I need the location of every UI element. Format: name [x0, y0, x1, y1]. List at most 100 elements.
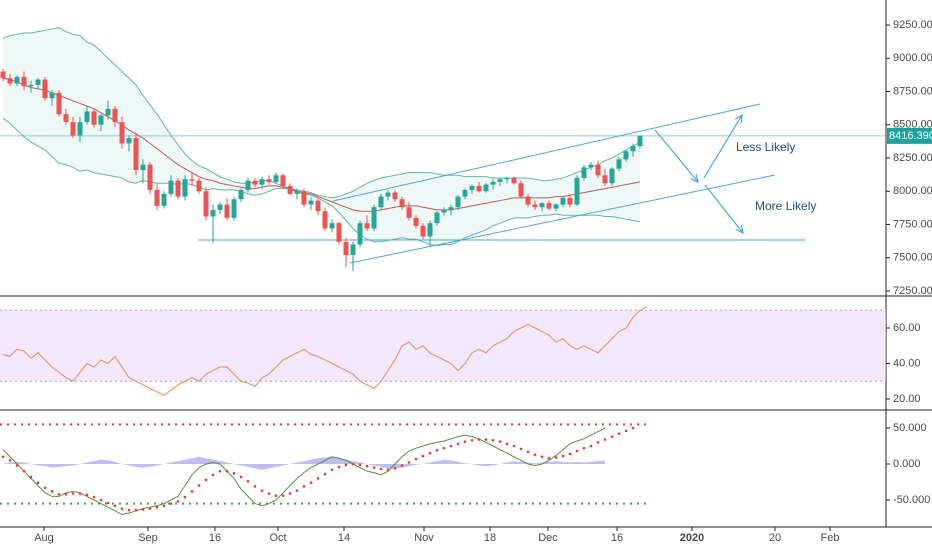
- candle-body: [413, 217, 419, 226]
- candle-body: [42, 79, 48, 99]
- signal-dot: [631, 426, 635, 430]
- candle-body: [455, 196, 461, 208]
- candle-body: [161, 193, 167, 206]
- candle-body: [35, 79, 41, 85]
- candle-body: [175, 180, 181, 197]
- price-tick-label: 7250.000: [893, 285, 932, 297]
- candle-body: [595, 164, 601, 176]
- signal-dot: [127, 508, 131, 512]
- signal-dot: [218, 469, 222, 473]
- signal-dot: [288, 492, 292, 495]
- candle-body: [280, 175, 286, 186]
- signal-dot: [575, 449, 579, 453]
- candle-body: [350, 244, 356, 256]
- signal-dot: [239, 475, 243, 479]
- arrow-more-likely-head: [735, 225, 744, 235]
- candle-body: [126, 138, 132, 144]
- candle-body: [259, 179, 265, 185]
- candle-body: [308, 200, 314, 205]
- arrow-less-likely-head: [734, 113, 743, 124]
- candle-body: [119, 122, 125, 144]
- candle-body: [301, 191, 307, 205]
- annotation-less-likely: Less Likely: [736, 140, 795, 154]
- bollinger-middle: [2, 77, 641, 212]
- date-label: 2020: [680, 532, 704, 544]
- signal-dot: [344, 463, 348, 467]
- candle-body: [105, 108, 111, 116]
- date-label: 16: [611, 532, 623, 544]
- candle-body: [588, 164, 594, 168]
- candle-body: [616, 159, 622, 169]
- signal-dot: [281, 494, 285, 497]
- candle-body: [357, 223, 363, 245]
- signal-dot: [435, 449, 439, 452]
- candle-body: [140, 164, 146, 170]
- candle-body: [539, 203, 545, 208]
- candle-body: [560, 197, 566, 205]
- rsi-tick-label: 20.00: [893, 393, 921, 405]
- signal-dot: [267, 492, 271, 495]
- candle-body: [84, 111, 90, 123]
- signal-dot: [498, 440, 502, 443]
- candle-body: [490, 181, 496, 185]
- annotation-layer: Less Likely More Likely: [736, 140, 816, 213]
- signal-dot: [428, 451, 432, 455]
- signal-dot: [358, 463, 362, 467]
- candle-body: [98, 115, 104, 125]
- signal-dot: [442, 446, 446, 450]
- candle-body: [0, 71, 6, 79]
- signal-dot: [568, 452, 572, 456]
- trendline-layer: [0, 103, 886, 264]
- signal-dot: [302, 485, 306, 488]
- signal-dot: [582, 446, 586, 450]
- signal-dot: [477, 438, 481, 441]
- candle-body: [567, 197, 573, 205]
- panel-frames: [0, 0, 932, 528]
- signal-dot: [274, 494, 278, 497]
- signal-dot: [204, 478, 208, 482]
- candle-body: [553, 204, 559, 209]
- price-tick-label: 8750.000: [893, 85, 932, 97]
- date-label: 20: [769, 532, 781, 544]
- signal-dot: [176, 500, 180, 503]
- signal-dot: [519, 447, 523, 451]
- macd-tick-label: -50.000: [893, 494, 930, 506]
- price-tick-label: 8500.000: [893, 119, 932, 131]
- candle-body: [28, 84, 34, 87]
- signal-dot: [260, 489, 264, 492]
- signal-dot: [197, 484, 201, 487]
- candle-body: [7, 78, 13, 84]
- annotation-more-likely: More Likely: [755, 199, 816, 213]
- signal-dot: [1, 455, 5, 459]
- candle-body: [224, 204, 230, 218]
- signal-dot: [407, 461, 411, 464]
- candle-body: [637, 135, 643, 147]
- signal-dot: [421, 454, 425, 458]
- candle-body: [483, 184, 489, 192]
- macd-line: [2, 427, 606, 515]
- rsi-band: [0, 310, 886, 382]
- signal-dot: [162, 504, 166, 508]
- signal-dot: [414, 457, 418, 461]
- candle-body: [154, 189, 160, 206]
- date-label: 18: [484, 532, 496, 544]
- signal-dot: [533, 453, 537, 456]
- signal-dot: [463, 440, 467, 443]
- signal-dot: [323, 472, 327, 476]
- candle-body: [441, 209, 447, 213]
- signal-dot: [610, 435, 614, 438]
- macd-histogram: [3, 456, 605, 470]
- candle-body: [315, 200, 321, 212]
- signal-dot: [400, 464, 404, 467]
- signal-dot: [71, 492, 75, 495]
- signal-dot: [309, 481, 313, 485]
- signal-dot: [540, 455, 544, 459]
- candle-body: [238, 189, 244, 200]
- candle-body: [364, 223, 370, 229]
- signal-dot: [50, 490, 54, 493]
- signal-dot: [155, 505, 159, 509]
- signal-dot: [8, 459, 12, 462]
- macd-tick-label: 0.000: [893, 458, 921, 470]
- signal-dot: [512, 444, 516, 448]
